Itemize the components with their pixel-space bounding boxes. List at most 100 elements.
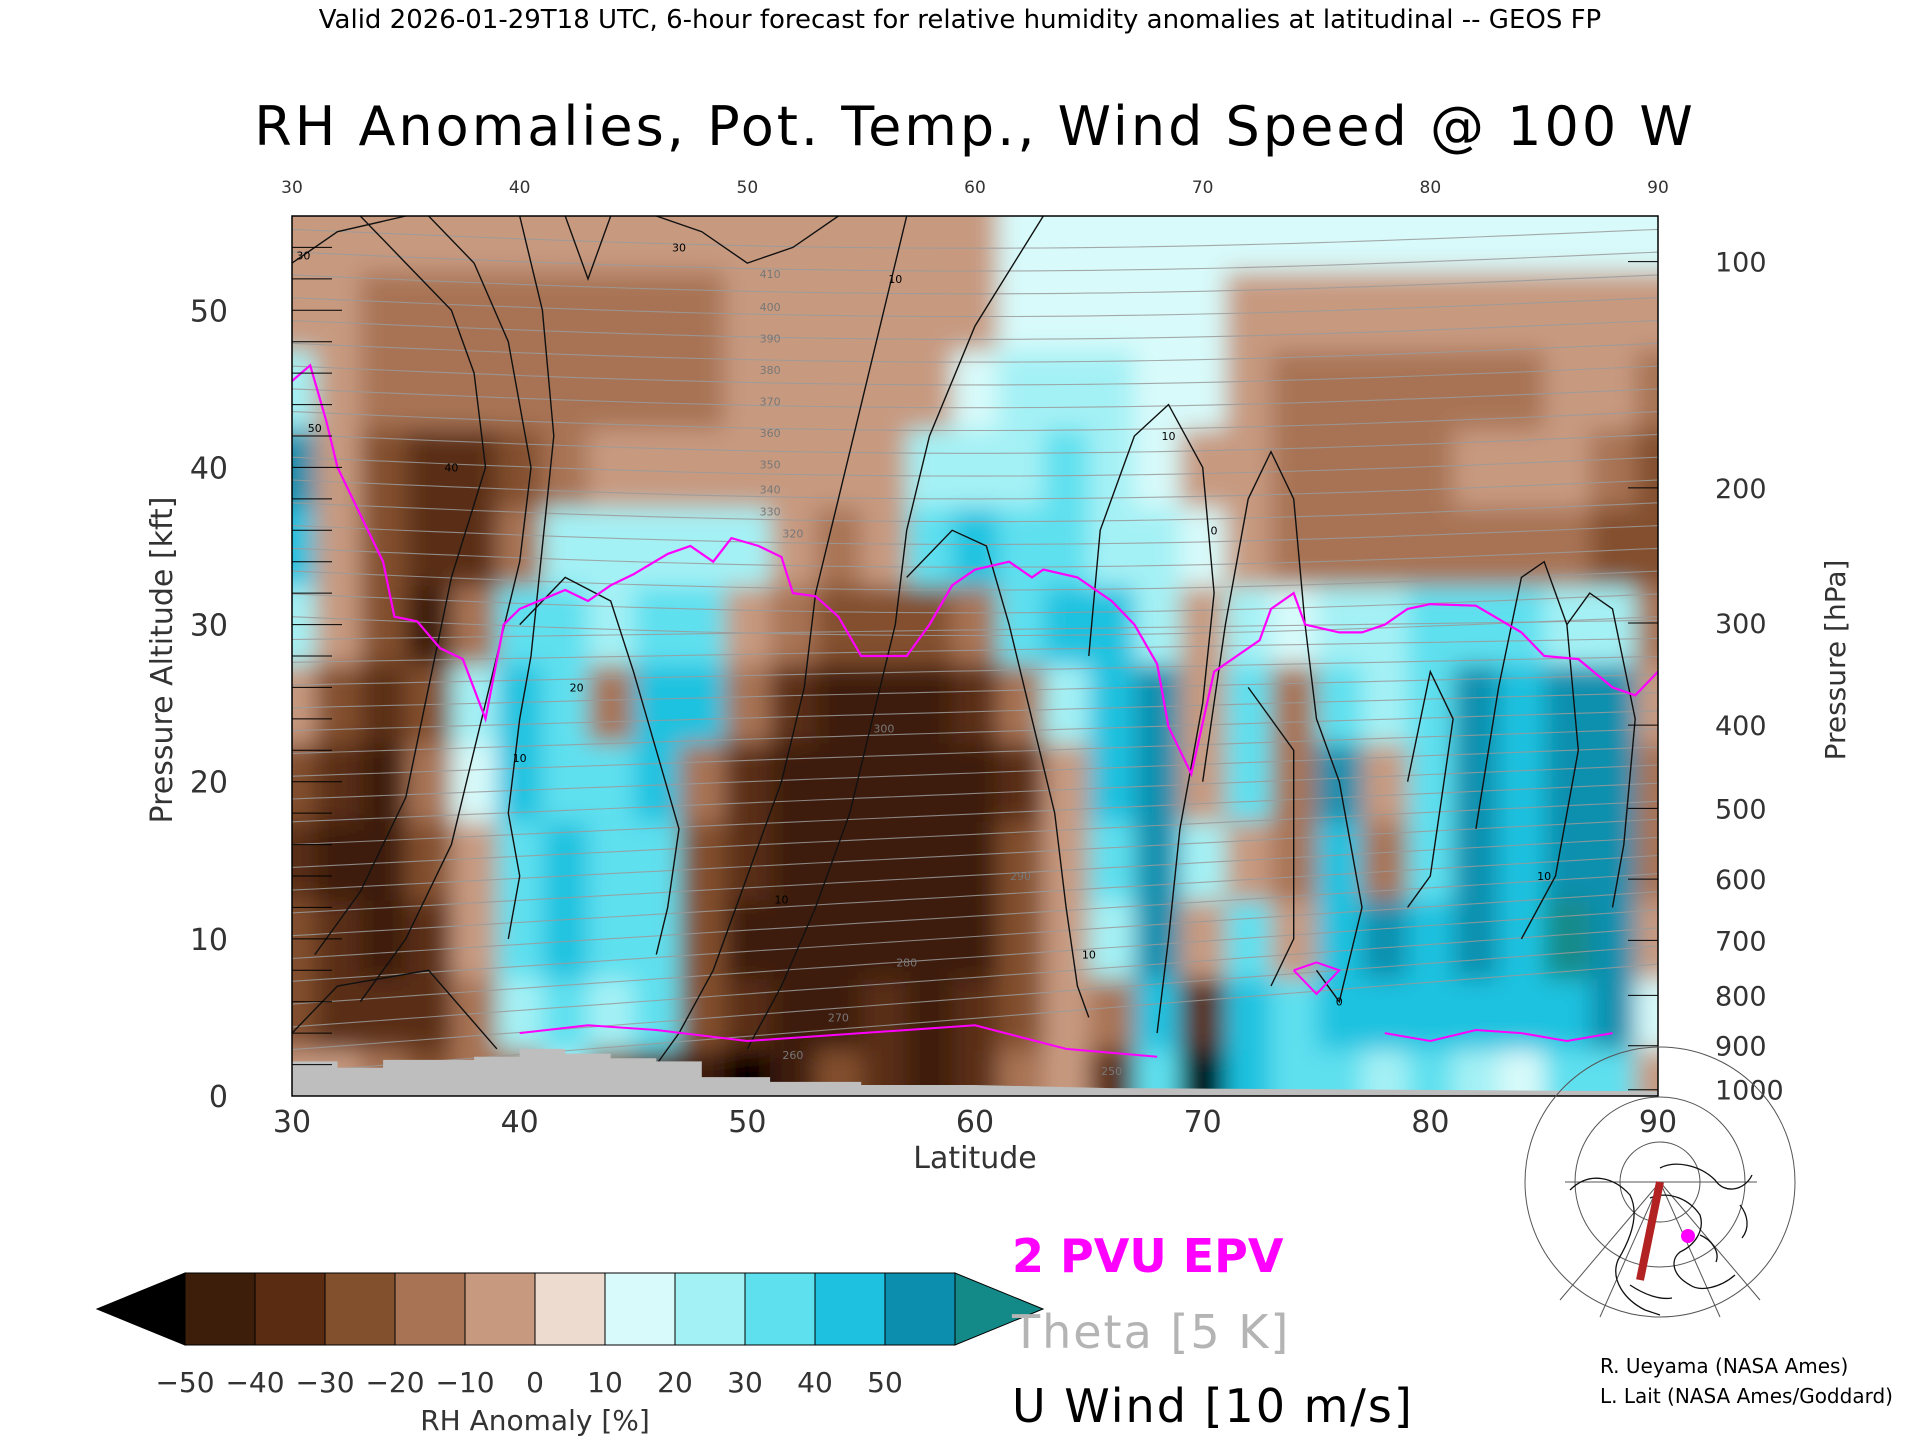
heatmap-cell — [1134, 428, 1181, 508]
y2-axis-label: Pressure [hPa] — [1819, 560, 1852, 761]
colorbar-tick-label: 50 — [867, 1366, 903, 1399]
heatmap-cell — [405, 899, 453, 980]
heatmap-cell — [1179, 271, 1227, 351]
heatmap-cell — [1407, 899, 1455, 980]
pressure-tick-label: 700 — [1715, 926, 1767, 957]
theta-contour-line — [292, 674, 1658, 709]
theta-contour-line — [292, 836, 1658, 914]
heatmap-cell — [1043, 821, 1090, 901]
heatmap-cell — [952, 978, 999, 1050]
colorbar-swatch — [744, 1272, 816, 1346]
heatmap-cell — [1088, 271, 1136, 351]
heatmap-cell — [1270, 216, 1318, 272]
heatmap-cell — [292, 978, 316, 1050]
u-wind-contour-line — [507, 216, 555, 940]
heatmap-cell — [633, 216, 681, 272]
heatmap-cell — [997, 742, 1045, 822]
theta-contour-line — [292, 619, 1658, 641]
heatmap-cell — [952, 349, 999, 430]
heatmap-cell — [451, 506, 498, 587]
u-wind-contour-label: 30 — [296, 249, 310, 262]
colorbar-tick-label: −30 — [295, 1366, 354, 1399]
heatmap-cell — [1453, 216, 1500, 272]
y-tick-label: 30 — [190, 609, 228, 644]
heatmap-cell — [314, 216, 362, 272]
colorbar-swatch — [394, 1272, 466, 1346]
top-tick-label: 90 — [1647, 178, 1669, 198]
heatmap-cell — [815, 216, 863, 272]
x-tick-label: 70 — [1184, 1105, 1222, 1140]
theta-contour-line — [292, 764, 1658, 823]
heatmap-cell — [496, 506, 544, 587]
heatmap-cell — [1179, 742, 1227, 822]
u-wind-contour-label: 40 — [444, 461, 458, 474]
heatmap-cell — [405, 585, 453, 665]
heatmap-cell — [542, 821, 589, 901]
heatmap-cell — [1043, 216, 1090, 272]
heatmap-cell — [1316, 663, 1364, 744]
heatmap-cell — [1635, 506, 1658, 587]
heatmap-cell — [1453, 899, 1500, 980]
theta-contour-label: 370 — [760, 395, 781, 408]
heatmap-cell — [997, 585, 1045, 665]
heatmap-cell — [770, 428, 817, 508]
top-tick-label: 30 — [281, 178, 303, 198]
heatmap-cell — [542, 216, 589, 272]
theta-contour-line — [292, 891, 1658, 982]
colorbar-tick-label: −20 — [365, 1366, 424, 1399]
theta-contour-line — [292, 365, 1658, 386]
heatmap-cell — [997, 216, 1045, 272]
heatmap-cell — [360, 742, 407, 822]
heatmap-cell — [542, 899, 589, 980]
heatmap-cell — [496, 349, 544, 430]
colorbar-swatch — [324, 1272, 396, 1346]
u-wind-contour-label: 0 — [1336, 996, 1343, 1009]
heatmap-cell — [633, 585, 681, 665]
u-wind-contour-label: 20 — [570, 681, 584, 694]
heatmap-cell — [1544, 349, 1591, 430]
theta-contour-line — [292, 746, 1658, 800]
pressure-tick-label: 400 — [1715, 711, 1767, 742]
heatmap-cell — [815, 271, 863, 351]
heatmap-cell — [587, 506, 635, 587]
heatmap-cell — [1635, 821, 1658, 901]
heatmap-cell — [1179, 821, 1227, 901]
u-wind-contour-label: 10 — [1082, 949, 1096, 962]
heatmap-cell — [633, 349, 681, 430]
u-wind-contour-line — [1088, 403, 1215, 1034]
colorbar-swatch — [464, 1272, 536, 1346]
heatmap-cell — [314, 978, 362, 1050]
heatmap-cell — [451, 899, 498, 980]
heatmap-cell — [1544, 428, 1591, 508]
heatmap-cell — [1179, 1048, 1227, 1096]
theta-contour-line — [292, 728, 1658, 777]
heatmap-cell — [496, 742, 544, 822]
heatmap-cell — [679, 216, 726, 272]
heatmap-cell — [1362, 1048, 1409, 1096]
heatmap-cell — [1589, 978, 1637, 1050]
theta-contour-line — [292, 854, 1658, 937]
heatmap-cell — [360, 349, 407, 430]
heatmap-cell — [1362, 271, 1409, 351]
heatmap-cell — [1043, 585, 1090, 665]
heatmap-cell — [1270, 978, 1318, 1050]
theta-contour-line — [292, 909, 1658, 1005]
u-wind-contour-line — [292, 969, 498, 1050]
heatmap-cell — [861, 349, 908, 430]
colorbar-swatch — [534, 1272, 606, 1346]
heatmap-cell — [1362, 663, 1409, 744]
heatmap-cell — [360, 663, 407, 744]
theta-contour-line — [292, 228, 1658, 249]
colorbar-swatch — [884, 1272, 956, 1346]
theta-contour-line — [292, 411, 1658, 432]
y-tick-label: 40 — [190, 451, 228, 486]
pressure-tick-label: 300 — [1715, 609, 1767, 640]
heatmap-cell — [815, 742, 863, 822]
heatmap-cell — [770, 216, 817, 272]
colorbar-tick-label: −50 — [155, 1366, 214, 1399]
heatmap-cell — [587, 663, 635, 744]
heatmap-cell — [997, 349, 1045, 430]
heatmap-cell — [1589, 271, 1637, 351]
heatmap-cell — [906, 821, 954, 901]
heatmap-cell — [1134, 506, 1181, 587]
